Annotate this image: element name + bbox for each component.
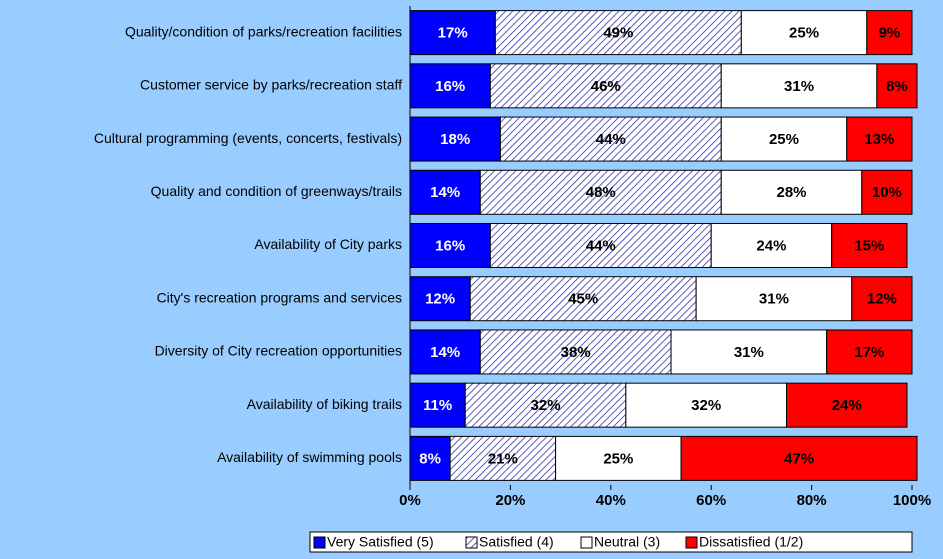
bar-segment [409, 169, 481, 215]
bar-segment [846, 116, 913, 162]
value-label: 13% [864, 131, 894, 148]
x-tick-label: 40% [596, 492, 626, 509]
category-label: Availability of swimming pools [217, 449, 402, 465]
bar-segment [695, 276, 853, 322]
bar-segment [449, 435, 557, 481]
value-label: 24% [832, 397, 862, 414]
bar-segment [866, 10, 913, 56]
category-label: Availability of City parks [254, 236, 402, 252]
value-label: 31% [784, 78, 814, 95]
value-label: 46% [591, 78, 621, 95]
category-label: City's recreation programs and services [157, 289, 402, 305]
bar-segment [409, 10, 496, 56]
x-tick-label: 0% [399, 492, 421, 509]
value-label: 14% [430, 344, 460, 361]
x-tick-label: 60% [696, 492, 726, 509]
value-label: 44% [596, 131, 626, 148]
value-label: 32% [531, 397, 561, 414]
x-tick-label: 100% [893, 492, 931, 509]
value-label: 16% [435, 78, 465, 95]
legend-label: Satisfied (4) [479, 534, 554, 550]
category-label: Cultural programming (events, concerts, … [94, 130, 402, 146]
bar-segment [831, 223, 908, 268]
value-label: 25% [769, 131, 799, 148]
value-label: 45% [568, 291, 598, 308]
legend-box [309, 531, 913, 553]
category-label: Diversity of City recreation opportuniti… [155, 343, 402, 359]
value-label: 25% [789, 25, 819, 42]
value-label: 38% [561, 344, 591, 361]
value-label: 10% [872, 184, 902, 201]
value-label: 17% [438, 25, 468, 42]
bar-segment [851, 276, 913, 322]
value-label: 9% [879, 25, 901, 42]
legend-label: Dissatisfied (1/2) [699, 534, 803, 550]
value-label: 32% [691, 397, 721, 414]
value-label: 12% [425, 291, 455, 308]
legend-label: Neutral (3) [594, 534, 660, 550]
bar-segment [409, 276, 471, 322]
value-label: 49% [603, 25, 633, 42]
legend-swatch [313, 536, 326, 549]
value-label: 8% [886, 78, 908, 95]
value-label: 17% [854, 344, 884, 361]
value-label: 16% [435, 237, 465, 254]
legend-label: Very Satisfied (5) [327, 534, 434, 550]
bar-segment [409, 329, 481, 375]
bar-segment [786, 382, 908, 428]
value-label: 15% [854, 237, 884, 254]
bar-segment [670, 329, 828, 375]
bar-segment [489, 63, 722, 109]
bar-segment [720, 63, 878, 109]
bar-segment [861, 169, 913, 215]
bar-segment [555, 435, 682, 481]
bar-segment [826, 329, 913, 375]
value-label: 31% [734, 344, 764, 361]
bar-segment [489, 223, 712, 268]
category-label: Quality/condition of parks/recreation fa… [125, 23, 402, 39]
value-label: 47% [784, 450, 814, 467]
value-label: 21% [488, 450, 518, 467]
x-tick-label: 20% [495, 492, 525, 509]
value-label: 12% [867, 291, 897, 308]
value-label: 11% [423, 397, 452, 414]
bar-segment [710, 223, 833, 268]
bar-segment [479, 169, 722, 215]
value-label: 8% [419, 450, 441, 467]
value-label: 18% [440, 131, 470, 148]
bar-segment [499, 116, 722, 162]
category-label: Customer service by parks/recreation sta… [140, 77, 402, 93]
value-label: 44% [586, 237, 616, 254]
value-label: 24% [756, 237, 786, 254]
value-label: 14% [430, 184, 460, 201]
x-tick-label: 80% [797, 492, 827, 509]
bar-segment [876, 63, 918, 109]
category-label: Availability of biking trails [247, 396, 402, 412]
bar-segment [409, 63, 491, 109]
bar-segment [409, 382, 466, 428]
category-label: Quality and condition of greenways/trail… [151, 183, 402, 199]
legend-swatch [465, 536, 478, 549]
value-label: 48% [586, 184, 616, 201]
bar-segment [494, 10, 742, 56]
bar-segment [680, 435, 918, 481]
legend-swatch [580, 536, 593, 549]
bar-segment [469, 276, 697, 322]
bar-segment [625, 382, 787, 428]
value-label: 28% [777, 184, 807, 201]
value-label: 31% [759, 291, 789, 308]
bar-segment [740, 10, 868, 56]
value-label: 25% [603, 450, 633, 467]
legend-swatch [685, 536, 698, 549]
